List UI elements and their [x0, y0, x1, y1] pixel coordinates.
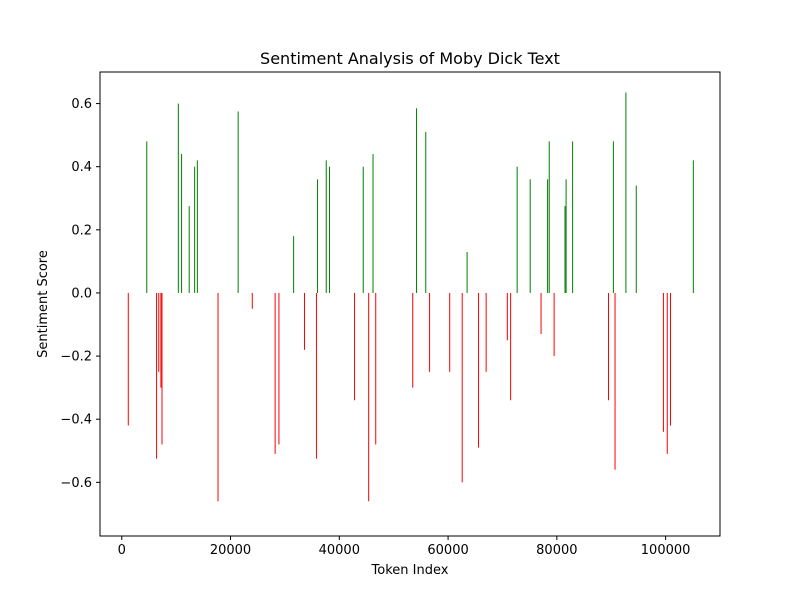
- negative-bar: [156, 292, 158, 459]
- negative-bar: [217, 292, 219, 502]
- y-tick-label: 0.0: [71, 286, 92, 301]
- negative-bar: [375, 292, 377, 445]
- y-tick-label: 0.2: [71, 223, 92, 238]
- x-tick-label: 100000: [641, 543, 691, 558]
- negative-bar: [160, 292, 162, 388]
- negative-bar: [449, 292, 451, 372]
- negative-bar: [315, 292, 317, 459]
- positive-bar: [329, 166, 331, 293]
- negative-bar: [303, 292, 305, 350]
- negative-bar: [666, 292, 668, 454]
- x-tick-label: 0: [118, 543, 126, 558]
- positive-bar: [194, 166, 196, 293]
- x-tick-label: 40000: [319, 543, 360, 558]
- negative-bar: [127, 292, 129, 426]
- negative-bar: [506, 292, 508, 341]
- positive-bar: [181, 154, 183, 293]
- positive-bar: [237, 111, 239, 293]
- positive-bar: [692, 160, 694, 293]
- positive-bar: [635, 185, 637, 293]
- positive-bar: [293, 236, 295, 293]
- positive-bar: [188, 206, 190, 293]
- x-axis-label: Token Index: [371, 563, 449, 578]
- negative-bar: [429, 292, 431, 372]
- negative-bar: [461, 292, 463, 483]
- positive-bar: [548, 141, 550, 293]
- negative-bar: [485, 292, 487, 372]
- positive-bar: [425, 131, 427, 293]
- negative-bar: [614, 292, 616, 470]
- positive-bar: [372, 154, 374, 293]
- y-axis-ticks: −0.6 −0.4 −0.2 0.0 0.2 0.4 0.6: [60, 97, 100, 491]
- positive-bar: [325, 160, 327, 293]
- positive-bar: [547, 179, 549, 293]
- x-tick-label: 80000: [536, 543, 577, 558]
- negative-bar: [478, 292, 480, 448]
- negative-bar: [158, 292, 160, 372]
- positive-bar: [565, 179, 567, 293]
- negative-bar: [368, 292, 370, 502]
- chart-title: Sentiment Analysis of Moby Dick Text: [260, 49, 560, 68]
- y-axis-label: Sentiment Score: [36, 250, 51, 358]
- negative-bar: [662, 292, 664, 432]
- positive-bar: [564, 206, 566, 293]
- negative-bar: [251, 292, 253, 309]
- negative-bar: [540, 292, 542, 334]
- positive-bar: [416, 108, 418, 293]
- bars-group: [127, 92, 694, 502]
- positive-bar: [625, 92, 627, 293]
- x-axis-ticks: 0 20000 40000 60000 80000 100000: [118, 536, 691, 558]
- positive-bar: [572, 141, 574, 293]
- negative-bar: [274, 292, 276, 454]
- positive-bar: [516, 166, 518, 293]
- y-tick-label: 0.4: [71, 160, 92, 175]
- negative-bar: [412, 292, 414, 388]
- negative-bar: [553, 292, 555, 357]
- y-tick-label: −0.4: [60, 413, 92, 428]
- y-tick-label: −0.2: [60, 350, 92, 365]
- negative-bar: [278, 292, 280, 445]
- positive-bar: [177, 103, 179, 293]
- negative-bar: [510, 292, 512, 401]
- x-tick-label: 20000: [210, 543, 251, 558]
- negative-bar: [354, 292, 356, 401]
- x-tick-label: 60000: [427, 543, 468, 558]
- y-tick-label: −0.6: [60, 476, 92, 491]
- negative-bar: [161, 292, 163, 445]
- negative-bar: [608, 292, 610, 401]
- positive-bar: [466, 251, 468, 293]
- positive-bar: [317, 179, 319, 293]
- positive-bar: [529, 179, 531, 293]
- positive-bar: [612, 141, 614, 293]
- positive-bar: [362, 166, 364, 293]
- negative-bar: [670, 292, 672, 426]
- positive-bar: [146, 141, 148, 293]
- positive-bar: [196, 160, 198, 293]
- y-tick-label: 0.6: [71, 97, 92, 112]
- plot-frame: [99, 71, 721, 537]
